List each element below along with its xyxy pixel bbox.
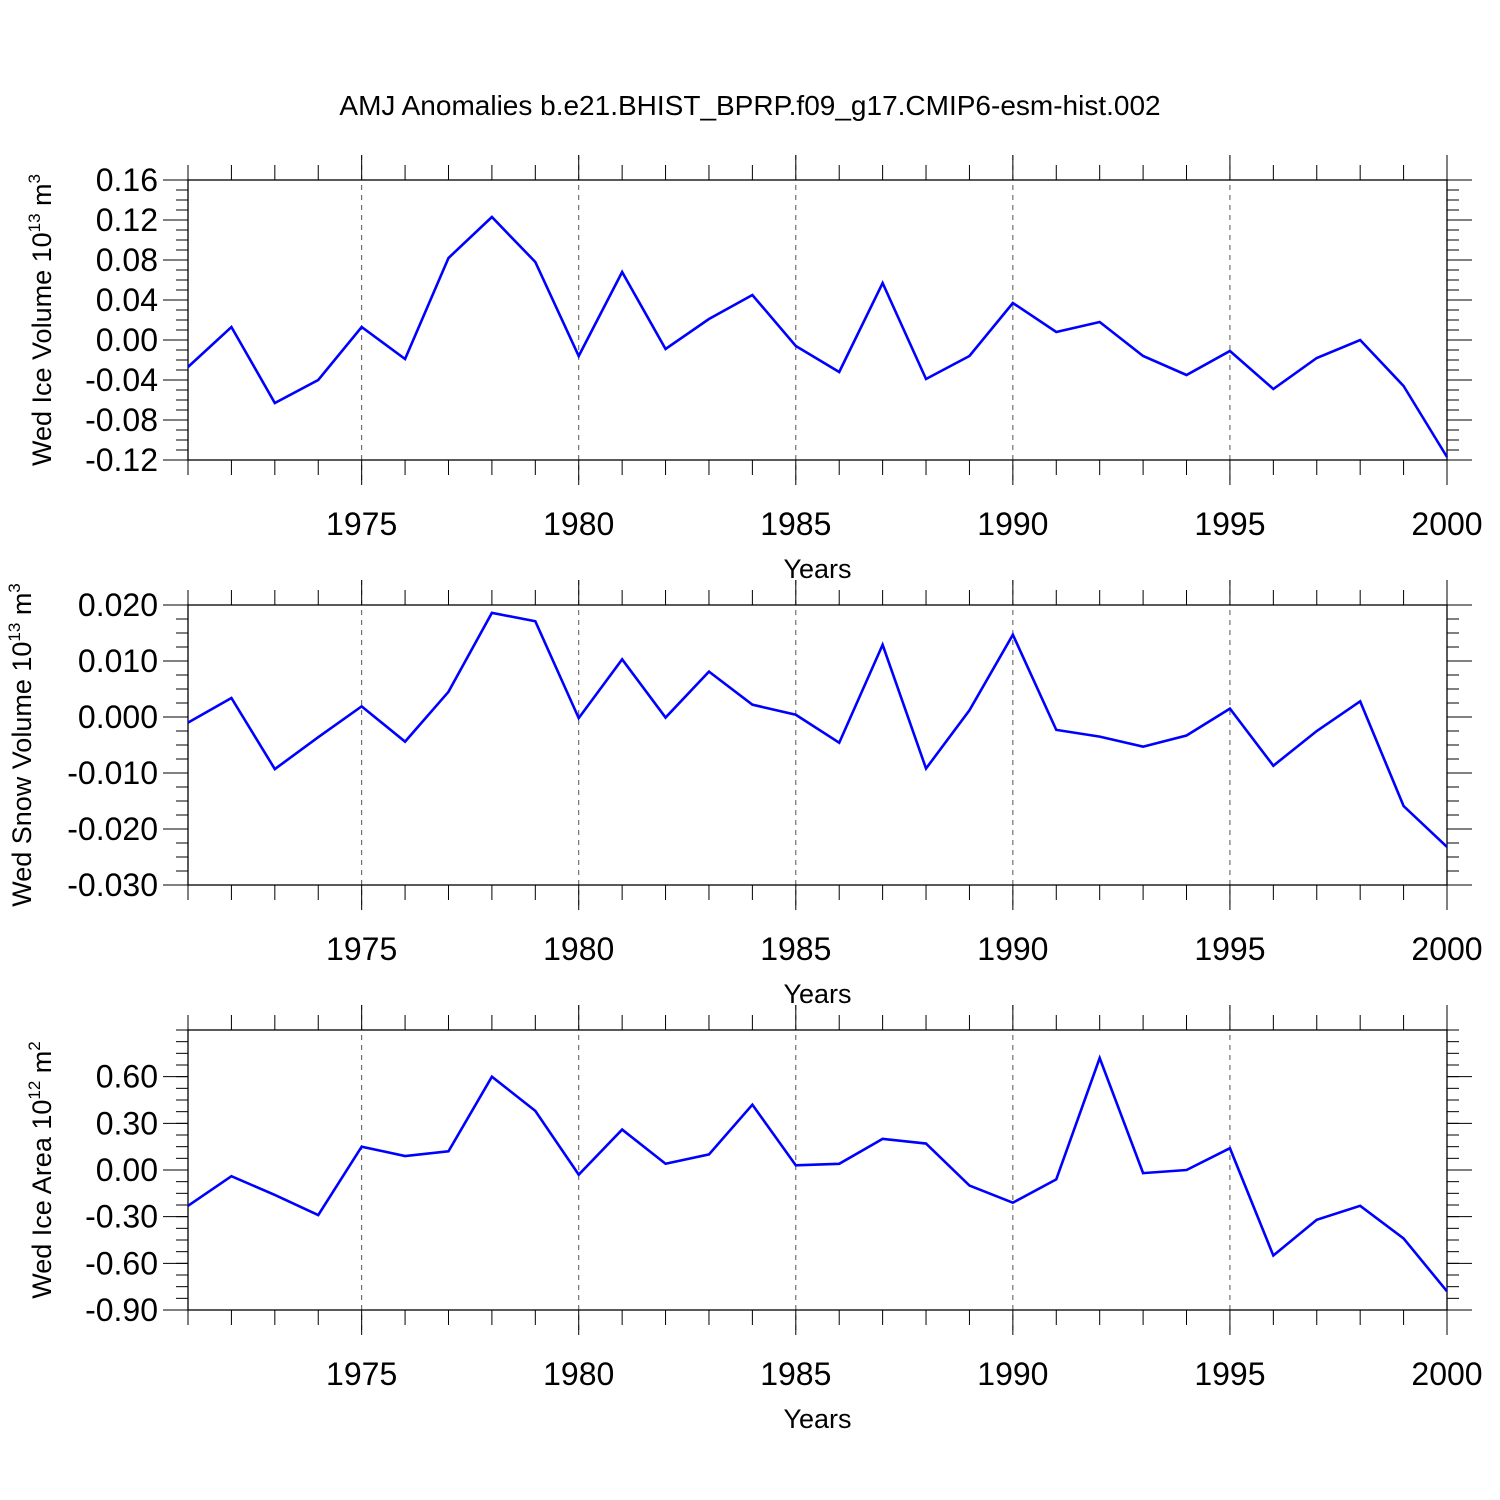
y-axis-title: Wed Ice Area 1012 m2 (25, 1041, 57, 1299)
series-line-wed-snow-volume (187, 611, 1448, 848)
plot-frame (187, 179, 1448, 461)
x-tick-label: 2000 (1411, 506, 1482, 542)
y-tick-label: -0.020 (67, 811, 158, 847)
chart-panel-1: 0.16 0.12 0.08 0.04 0.00 -0.04 -0.08 -0.12 1975 1… (25, 155, 1483, 584)
x-axis-title: Years (783, 1404, 851, 1434)
x-tick-label: 1985 (760, 506, 831, 542)
y-tick-label: -0.030 (67, 867, 158, 903)
y-axis-title-part: m (27, 1051, 57, 1081)
series-line-wed-ice-volume (187, 215, 1449, 458)
y-tick-label: 0.00 (96, 322, 158, 358)
x-tick-label: 1975 (326, 506, 397, 542)
y-tick-label: 0.12 (96, 202, 158, 238)
y-tick-label: -0.60 (85, 1245, 158, 1281)
y-axis-title-superscript: 13 (25, 213, 44, 232)
x-tick-label: 1985 (760, 931, 831, 967)
x-tick-label: 2000 (1411, 931, 1482, 967)
y-tick-label: -0.08 (85, 402, 158, 438)
x-axis-title: Years (783, 979, 851, 1009)
y-tick-label: 0.04 (96, 282, 158, 318)
series-line-wed-ice-area (187, 1054, 1449, 1293)
x-tick-label: 1990 (977, 1356, 1048, 1392)
y-axis-title-superscript: 3 (25, 174, 44, 183)
y-axis-title: Wed Ice Volume 1013 m3 (25, 174, 57, 466)
y-axis-title: Wed Snow Volume 1013 m3 (5, 583, 37, 907)
y-tick-label: -0.12 (85, 442, 158, 478)
y-tick-label: 0.020 (78, 587, 158, 623)
x-tick-label: 1975 (326, 931, 397, 967)
y-tick-label: 0.30 (96, 1105, 158, 1141)
y-tick-label: 0.010 (78, 643, 158, 679)
x-axis-title: Years (783, 554, 851, 584)
y-axis-title-part: Wed Ice Area 10 (27, 1100, 57, 1299)
y-tick-label: 0.16 (96, 162, 158, 198)
y-tick-label: -0.90 (85, 1292, 158, 1328)
y-axis-title-part: m (27, 183, 57, 213)
y-tick-label: -0.04 (85, 362, 158, 398)
y-tick-label: 0.60 (96, 1059, 158, 1095)
y-tick-label: 0.000 (78, 699, 158, 735)
x-tick-label: 1980 (543, 1356, 614, 1392)
y-tick-label: 0.00 (96, 1152, 158, 1188)
x-tick-label: 1995 (1194, 1356, 1265, 1392)
x-tick-label: 1995 (1194, 506, 1265, 542)
y-axis-title-superscript: 3 (5, 583, 24, 592)
x-tick-label: 1975 (326, 1356, 397, 1392)
x-tick-label: 1980 (543, 506, 614, 542)
x-tick-label: 1995 (1194, 931, 1265, 967)
chart-title: AMJ Anomalies b.e21.BHIST_BPRP.f09_g17.C… (339, 90, 1160, 121)
x-tick-label: 2000 (1411, 1356, 1482, 1392)
chart-panel-3: 0.60 0.30 0.00 -0.30 -0.60 -0.90 1975 1980 1985 1… (25, 1005, 1483, 1434)
chart-panel-2: 0.020 0.010 0.000 -0.010 -0.020 -0.030 1975 198… (5, 580, 1483, 1009)
y-axis-title-part: Wed Ice Volume 10 (27, 232, 57, 466)
x-tick-label: 1990 (977, 931, 1048, 967)
y-tick-label: -0.30 (85, 1199, 158, 1235)
plot-frame (187, 1029, 1448, 1311)
x-tick-label: 1985 (760, 1356, 831, 1392)
y-axis-title-superscript: 12 (25, 1081, 44, 1100)
y-axis-title-superscript: 2 (25, 1041, 44, 1050)
y-tick-label: 0.08 (96, 242, 158, 278)
x-tick-label: 1980 (543, 931, 614, 967)
y-tick-label: -0.010 (67, 755, 158, 791)
y-axis-title-part: Wed Snow Volume 10 (7, 642, 37, 907)
x-tick-label: 1990 (977, 506, 1048, 542)
y-axis-title-part: m (7, 593, 37, 623)
y-axis-title-superscript: 13 (5, 623, 24, 642)
